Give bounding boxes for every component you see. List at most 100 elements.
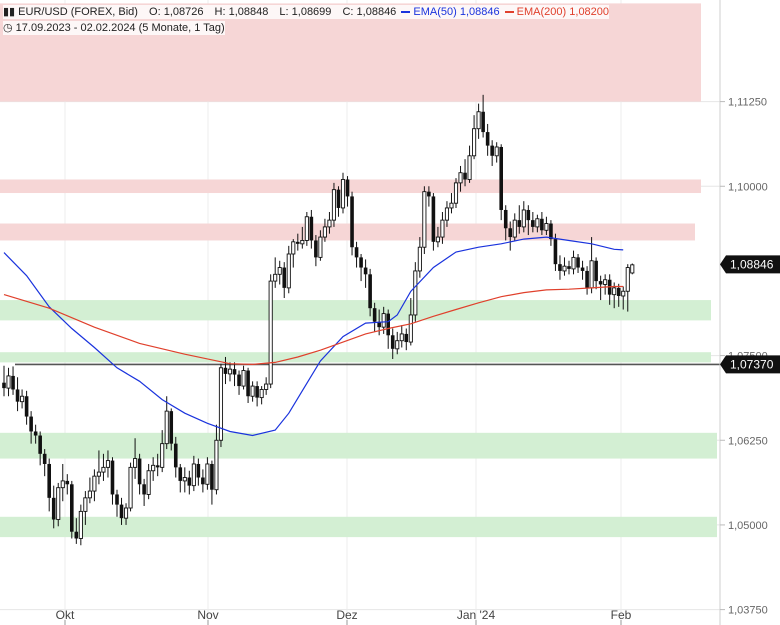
candle-body-down — [24, 396, 29, 417]
candle-body-down — [345, 179, 350, 197]
candle — [155, 453, 160, 477]
candle — [413, 262, 418, 322]
candle — [11, 366, 15, 395]
candle-body-up — [521, 209, 526, 228]
candle — [6, 367, 11, 397]
candle — [318, 230, 323, 261]
candle-body-up — [241, 370, 246, 387]
candle — [540, 212, 544, 236]
candle-body-up — [151, 464, 156, 472]
candle — [300, 226, 305, 249]
candle — [191, 455, 196, 492]
candle-body-up — [6, 375, 11, 389]
candle — [92, 469, 97, 502]
candle-body-down — [142, 484, 146, 495]
candle — [395, 331, 400, 355]
candle — [558, 255, 562, 280]
price-tags: 1,08846 1,07370 — [720, 255, 780, 374]
candle — [160, 430, 165, 473]
candle — [467, 145, 472, 183]
candle-body-up — [160, 443, 165, 468]
candle — [33, 424, 38, 444]
candle — [431, 193, 436, 251]
candle — [51, 485, 56, 529]
ema200-line — [3, 285, 624, 366]
candle-body-up — [444, 207, 450, 221]
candle-body-up — [318, 236, 323, 258]
candle-body-down — [368, 274, 372, 309]
candle-body-down — [232, 369, 237, 375]
candle — [585, 266, 589, 295]
candle-body-up — [494, 146, 499, 157]
candle — [277, 260, 282, 285]
candle-body-up — [422, 191, 427, 248]
y-tick-label: 1,06250 — [728, 435, 768, 447]
candle — [481, 94, 485, 138]
candle — [526, 205, 531, 236]
candle — [133, 438, 138, 479]
candle-body-up — [304, 216, 309, 241]
candle — [196, 458, 201, 486]
candle-body-down — [463, 172, 467, 180]
candle-body-down — [354, 247, 359, 258]
candle — [354, 241, 359, 268]
price-tag-label: 1,07370 — [730, 357, 774, 371]
candle-body-down — [404, 333, 409, 343]
candle — [458, 165, 463, 192]
candle-body-up — [458, 172, 463, 184]
candle-body-up — [273, 273, 278, 282]
candle — [187, 470, 192, 495]
candle-body-down — [372, 308, 377, 322]
candle — [463, 159, 467, 187]
candle-body-down — [115, 494, 119, 505]
candle — [314, 235, 318, 267]
candle — [485, 123, 490, 156]
candle-body-up — [413, 270, 418, 316]
candle-body-down — [15, 389, 20, 402]
candle — [178, 463, 183, 493]
open-value: O: 1,08726 — [149, 6, 204, 18]
low-value: L: 1,08699 — [279, 6, 332, 18]
candle — [286, 245, 291, 294]
support-zone — [0, 432, 717, 459]
candle — [142, 478, 146, 506]
time-axis: Okt Nov Dez Jan '24 Feb — [56, 608, 632, 625]
candle — [78, 504, 83, 546]
candle — [210, 460, 214, 505]
candle-body-up — [331, 189, 337, 221]
candle-body-up — [417, 246, 422, 272]
candle-body-down — [508, 228, 513, 238]
price-tag: 1,08846 — [720, 255, 780, 274]
candle-body-up — [453, 182, 459, 204]
candle — [508, 221, 513, 251]
candle — [322, 218, 327, 242]
candle-body-up — [630, 264, 635, 274]
candle — [268, 274, 273, 389]
candle-body-down — [431, 196, 436, 242]
candle-body-down — [594, 260, 598, 282]
candle-body-down — [246, 370, 250, 397]
candle-body-down — [70, 484, 74, 532]
candle-body-down — [33, 431, 38, 436]
candle-body-up — [60, 480, 65, 489]
period-label: (5 Monate, 1 Tag) — [138, 22, 225, 34]
price-tag-label: 1,08846 — [730, 257, 774, 271]
candle — [87, 477, 92, 504]
candle — [296, 233, 300, 251]
candle — [531, 212, 535, 233]
candle-body-up — [191, 463, 196, 487]
candle-body-down — [526, 209, 531, 221]
candle — [169, 408, 174, 451]
ema50-value: 1,08846 — [459, 6, 500, 18]
candle-body-up — [133, 458, 138, 468]
x-tick-label: Nov — [197, 608, 218, 622]
candle — [60, 463, 65, 502]
candle — [2, 365, 6, 397]
candle-body-down — [255, 386, 259, 398]
candle — [494, 142, 499, 163]
candle-body-up — [322, 226, 327, 238]
candle — [218, 363, 224, 448]
candle-body-down — [74, 531, 79, 539]
candle — [246, 367, 250, 404]
candle-body-down — [540, 218, 544, 231]
